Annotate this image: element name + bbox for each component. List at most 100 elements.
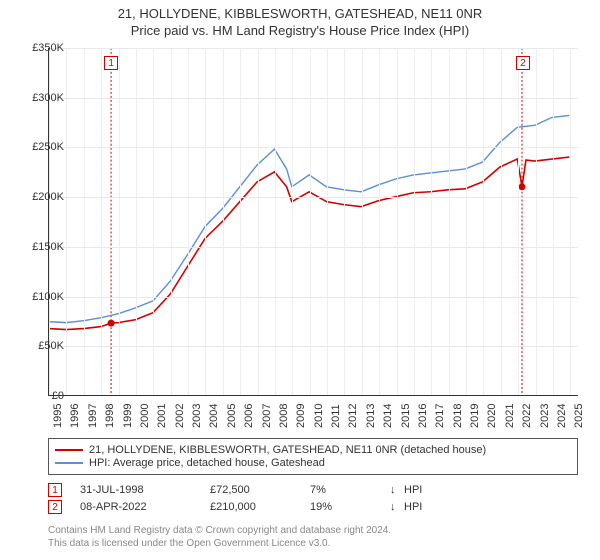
x-axis-tick-label: 2007 xyxy=(261,404,273,428)
gridline-vertical xyxy=(240,48,241,395)
datapoint-table: 1 31-JUL-1998£72,5007%↓HPI 2 08-APR-2022£21… xyxy=(48,480,578,517)
y-axis-tick-label: £100K xyxy=(18,291,64,303)
gridline-vertical xyxy=(379,48,380,395)
x-axis-tick-label: 2001 xyxy=(156,404,168,428)
sale-marker-label-box: 2 xyxy=(516,56,530,70)
x-axis-tick-label: 2015 xyxy=(400,404,412,428)
datapoint-price: £210,000 xyxy=(210,501,310,513)
y-axis-tick-label: £0 xyxy=(18,390,64,402)
y-axis-tick-label: £250K xyxy=(18,141,64,153)
gridline-horizontal xyxy=(49,197,578,198)
chart-title-line1: 21, HOLLYDENE, KIBBLESWORTH, GATESHEAD, … xyxy=(0,6,600,21)
footer-line2: This data is licensed under the Open Gov… xyxy=(48,537,578,550)
gridline-vertical xyxy=(205,48,206,395)
gridline-horizontal xyxy=(49,98,578,99)
gridline-vertical xyxy=(414,48,415,395)
x-axis-tick-label: 2012 xyxy=(347,404,359,428)
y-axis-tick-label: £200K xyxy=(18,191,64,203)
gridline-vertical xyxy=(119,48,120,395)
gridline-horizontal xyxy=(49,297,578,298)
x-axis-tick-label: 2022 xyxy=(521,404,533,428)
legend-label: 21, HOLLYDENE, KIBBLESWORTH, GATESHEAD, … xyxy=(89,444,486,456)
x-axis-tick-label: 2019 xyxy=(469,404,481,428)
x-axis-tick-label: 1997 xyxy=(87,404,99,428)
legend-label: HPI: Average price, detached house, Gate… xyxy=(89,457,325,469)
chart-title-line2: Price paid vs. HM Land Registry's House … xyxy=(0,23,600,38)
legend-item: HPI: Average price, detached house, Gate… xyxy=(55,457,571,469)
x-axis-tick-label: 2004 xyxy=(208,404,220,428)
x-axis-tick-label: 2011 xyxy=(330,404,342,428)
gridline-vertical xyxy=(292,48,293,395)
datapoint-marker-box: 1 xyxy=(48,483,62,497)
x-axis-tick-label: 2014 xyxy=(382,404,394,428)
gridline-vertical xyxy=(188,48,189,395)
x-axis-tick-label: 2016 xyxy=(417,404,429,428)
sale-marker-label-box: 1 xyxy=(104,56,118,70)
y-axis-tick-label: £150K xyxy=(18,241,64,253)
x-axis-tick-label: 2010 xyxy=(313,404,325,428)
datapoint-pct: 7% xyxy=(310,484,390,496)
y-axis-tick-label: £300K xyxy=(18,92,64,104)
gridline-horizontal xyxy=(49,247,578,248)
x-axis-tick-label: 2005 xyxy=(226,404,238,428)
gridline-vertical xyxy=(501,48,502,395)
x-axis-tick-label: 2000 xyxy=(139,404,151,428)
sale-marker-dot xyxy=(108,320,115,327)
x-axis-tick-label: 1995 xyxy=(52,404,64,428)
x-axis-tick-label: 2008 xyxy=(278,404,290,428)
down-arrow-icon: ↓ xyxy=(390,484,404,496)
x-axis-tick-label: 2017 xyxy=(434,404,446,428)
x-axis-tick-label: 2013 xyxy=(365,404,377,428)
chart-title-block: 21, HOLLYDENE, KIBBLESWORTH, GATESHEAD, … xyxy=(0,0,600,40)
gridline-vertical xyxy=(136,48,137,395)
gridline-vertical xyxy=(153,48,154,395)
datapoint-pct: 19% xyxy=(310,501,390,513)
legend-swatch xyxy=(55,462,83,464)
legend-box: 21, HOLLYDENE, KIBBLESWORTH, GATESHEAD, … xyxy=(48,438,578,475)
gridline-vertical xyxy=(66,48,67,395)
gridline-vertical xyxy=(570,48,571,395)
gridline-vertical xyxy=(258,48,259,395)
y-axis-tick-label: £50K xyxy=(18,340,64,352)
datapoint-date: 31-JUL-1998 xyxy=(80,484,210,496)
gridline-vertical xyxy=(171,48,172,395)
gridline-horizontal xyxy=(49,147,578,148)
down-arrow-icon: ↓ xyxy=(390,501,404,513)
gridline-vertical xyxy=(101,48,102,395)
gridline-vertical xyxy=(431,48,432,395)
x-axis-tick-label: 2021 xyxy=(504,404,516,428)
legend-item: 21, HOLLYDENE, KIBBLESWORTH, GATESHEAD, … xyxy=(55,444,571,456)
footer-line1: Contains HM Land Registry data © Crown c… xyxy=(48,524,578,537)
gridline-vertical xyxy=(223,48,224,395)
gridline-horizontal xyxy=(49,346,578,347)
x-axis-tick-label: 2006 xyxy=(243,404,255,428)
gridline-vertical xyxy=(362,48,363,395)
datapoint-row: 2 08-APR-2022£210,00019%↓HPI xyxy=(48,500,578,514)
gridline-vertical xyxy=(84,48,85,395)
x-axis-tick-label: 1999 xyxy=(122,404,134,428)
gridline-vertical xyxy=(275,48,276,395)
datapoint-date: 08-APR-2022 xyxy=(80,501,210,513)
x-axis-tick-label: 1998 xyxy=(104,404,116,428)
x-axis-tick-label: 2025 xyxy=(573,404,585,428)
x-axis-tick-label: 2020 xyxy=(486,404,498,428)
y-axis-tick-label: £350K xyxy=(18,42,64,54)
x-axis-tick-label: 1996 xyxy=(69,404,81,428)
gridline-vertical xyxy=(536,48,537,395)
gridline-horizontal xyxy=(49,48,578,49)
x-axis-tick-label: 2018 xyxy=(452,404,464,428)
gridline-vertical xyxy=(327,48,328,395)
datapoint-hpi-label: HPI xyxy=(404,501,422,513)
x-axis-tick-label: 2024 xyxy=(556,404,568,428)
x-axis-tick-label: 2009 xyxy=(295,404,307,428)
x-axis-tick-label: 2003 xyxy=(191,404,203,428)
datapoint-row: 131-JUL-1998£72,5007%↓HPI xyxy=(48,483,578,497)
gridline-vertical xyxy=(344,48,345,395)
gridline-vertical xyxy=(397,48,398,395)
datapoint-price: £72,500 xyxy=(210,484,310,496)
chart-plot-area: 12 xyxy=(48,48,578,396)
gridline-vertical xyxy=(310,48,311,395)
datapoint-marker-box: 2 xyxy=(48,500,62,514)
footer-attribution: Contains HM Land Registry data © Crown c… xyxy=(48,524,578,550)
sale-marker-dot xyxy=(518,183,525,190)
